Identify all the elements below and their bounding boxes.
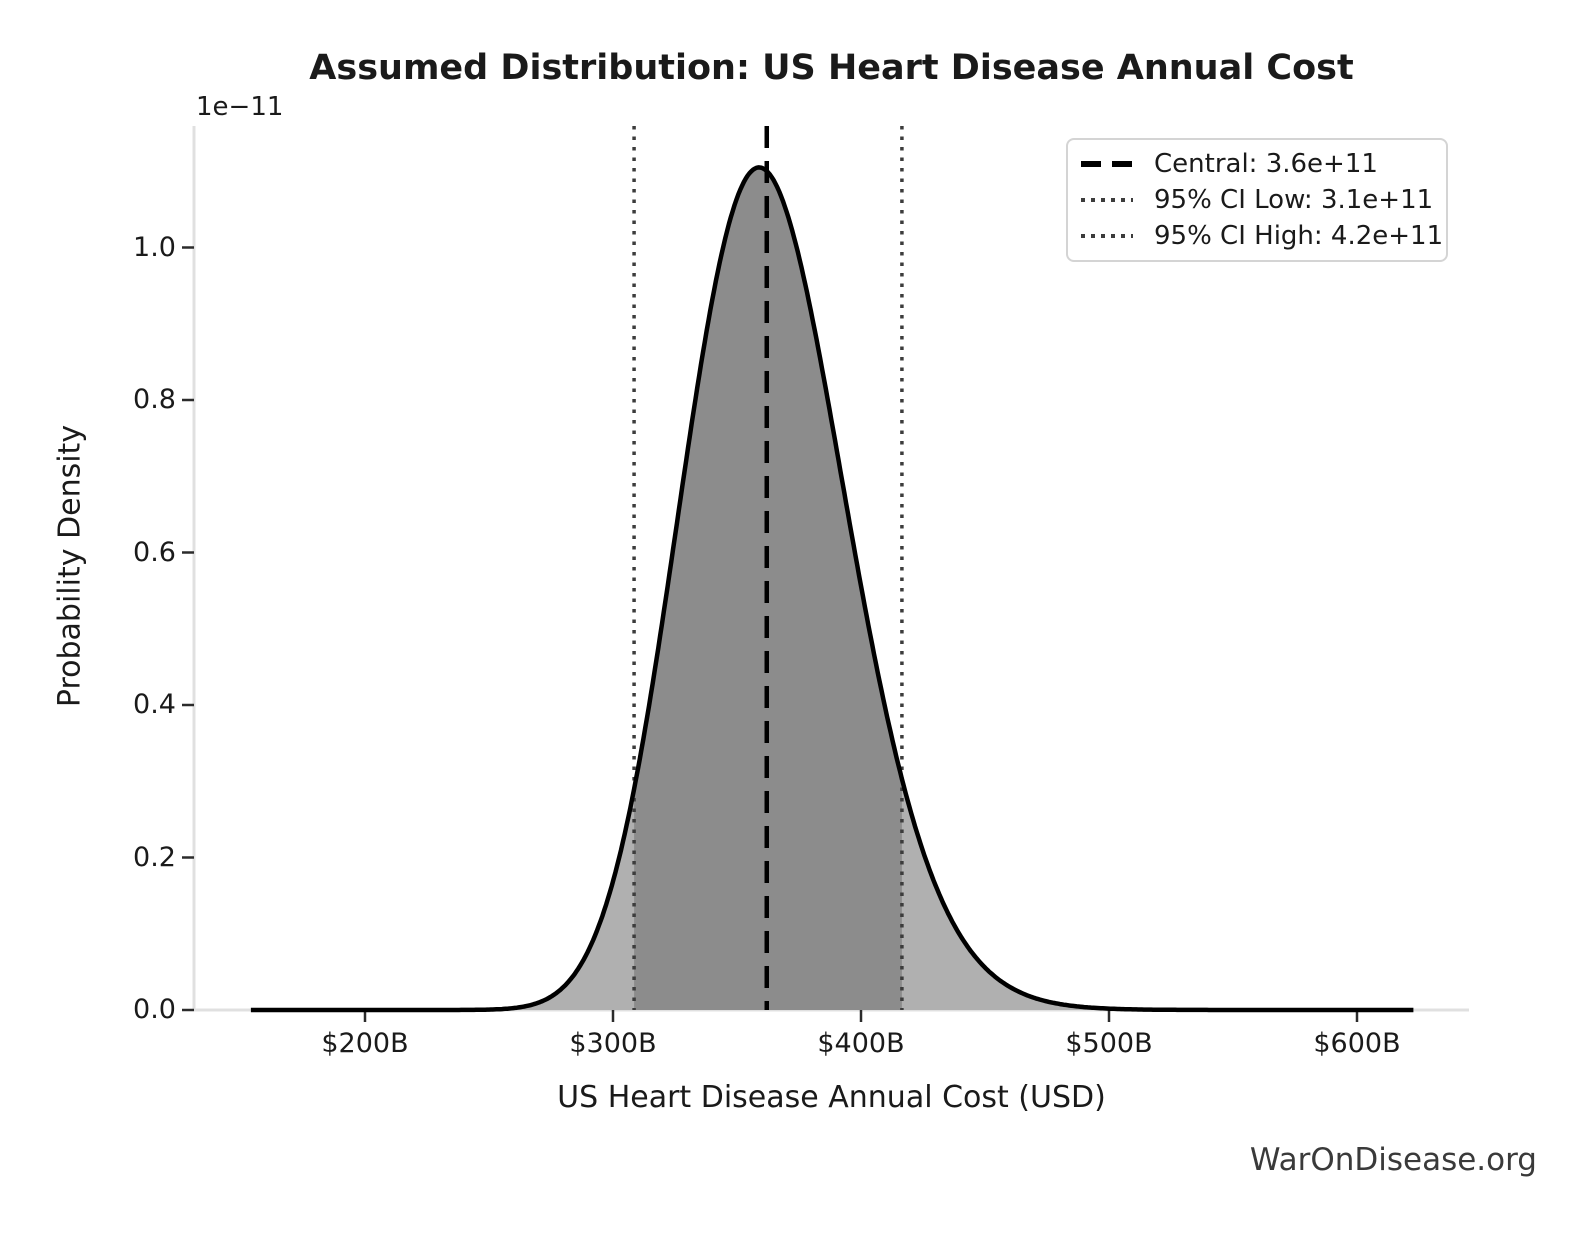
- density-curve: [250, 165, 1414, 1013]
- y-tick-label: 1.0: [133, 231, 176, 263]
- legend: Central: 3.6e+11 95% CI Low: 3.1e+11 95%…: [1066, 138, 1448, 262]
- legend-row-ci-low: 95% CI Low: 3.1e+11: [1078, 182, 1436, 218]
- chart-title: Assumed Distribution: US Heart Disease A…: [309, 48, 1354, 88]
- y-tick-label: 0.6: [133, 536, 176, 568]
- x-tick-label: $500B: [1065, 1028, 1153, 1059]
- legend-label-ci-low: 95% CI Low: 3.1e+11: [1154, 185, 1434, 215]
- watermark: WarOnDisease.org: [1249, 1142, 1537, 1178]
- dotted-line-sample-icon: [1081, 198, 1133, 202]
- y-tick-label: 0.0: [133, 994, 176, 1025]
- x-tick-label: $300B: [569, 1028, 657, 1059]
- legend-row-central: Central: 3.6e+11: [1078, 146, 1436, 182]
- legend-label-ci-high: 95% CI High: 4.2e+11: [1154, 221, 1444, 251]
- dashed-line-sample-icon: [1081, 161, 1133, 167]
- y-tick-label: 0.2: [133, 841, 176, 873]
- x-tick-label: $400B: [817, 1028, 905, 1059]
- y-axis-offset-label: 1e−11: [196, 92, 284, 122]
- x-axis-label: US Heart Disease Annual Cost (USD): [557, 1080, 1106, 1115]
- x-tick-label: $200B: [321, 1028, 409, 1059]
- legend-row-ci-high: 95% CI High: 4.2e+11: [1078, 218, 1443, 254]
- dotted-line-sample-icon: [1081, 234, 1133, 238]
- y-tick-label: 0.4: [133, 689, 176, 720]
- x-tick-label: $600B: [1313, 1028, 1401, 1059]
- y-tick-label: 0.8: [133, 384, 176, 415]
- y-axis-label: Probability Density: [52, 424, 88, 708]
- legend-label-central: Central: 3.6e+11: [1154, 149, 1378, 179]
